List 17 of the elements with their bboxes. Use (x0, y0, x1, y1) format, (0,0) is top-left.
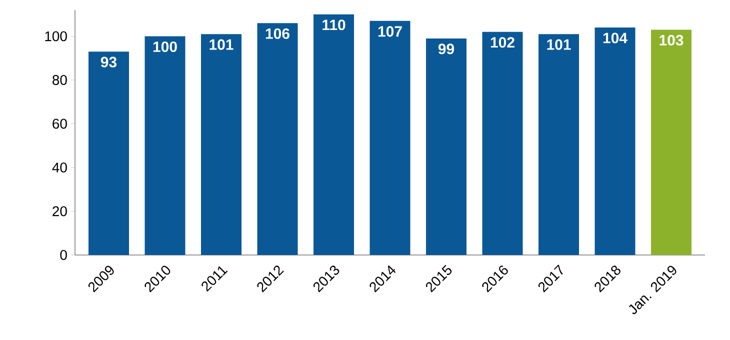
y-tick-label: 40 (52, 162, 67, 172)
data-label: 99 (438, 44, 454, 54)
y-tick-label: 20 (52, 206, 67, 216)
data-label: 104 (603, 32, 628, 44)
data-label: 106 (266, 28, 290, 39)
data-label: 100 (153, 41, 177, 52)
data-label: 101 (547, 39, 571, 50)
y-tick-label: 0 (60, 250, 67, 260)
data-label: 103 (660, 34, 684, 46)
data-label: 102 (490, 37, 514, 48)
y-tick-label: 60 (52, 118, 67, 129)
y-tick-label: 100 (45, 31, 67, 42)
data-label: 107 (378, 26, 402, 37)
data-label: 110 (322, 20, 346, 30)
data-label: 101 (210, 39, 234, 50)
y-tick-label: 80 (52, 75, 67, 85)
data-label: 93 (100, 56, 117, 68)
